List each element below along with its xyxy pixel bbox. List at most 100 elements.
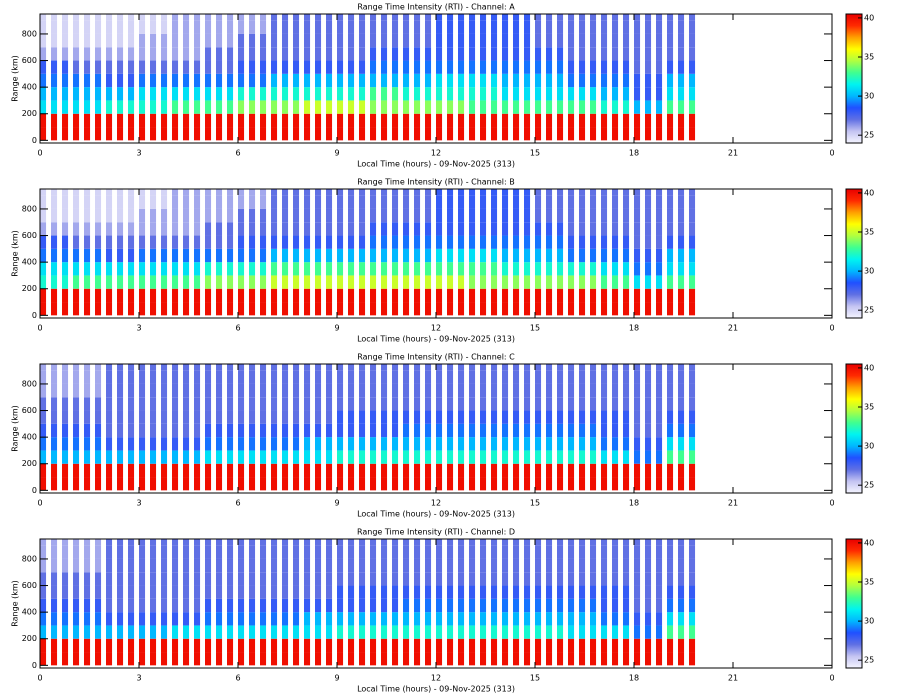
heatmap-cell bbox=[205, 572, 212, 586]
heatmap-cell bbox=[139, 113, 146, 128]
heatmap-cell bbox=[271, 235, 278, 249]
heatmap-cell bbox=[502, 262, 509, 276]
heatmap-cell bbox=[326, 364, 333, 371]
heatmap-cell bbox=[414, 60, 421, 74]
heatmap-cell bbox=[436, 127, 443, 141]
heatmap-cell bbox=[667, 100, 674, 114]
heatmap-cell bbox=[557, 410, 564, 424]
heatmap-cell bbox=[227, 189, 234, 196]
heatmap-cell bbox=[315, 33, 322, 48]
heatmap-cell bbox=[139, 208, 146, 223]
x-tick-label: 6 bbox=[235, 149, 240, 158]
heatmap-cell bbox=[425, 60, 432, 74]
heatmap-cell bbox=[425, 262, 432, 276]
heatmap-cell bbox=[128, 248, 135, 263]
heatmap-cell bbox=[282, 638, 289, 653]
heatmap-cell bbox=[150, 383, 157, 398]
heatmap-cell bbox=[689, 423, 696, 438]
heatmap-cell bbox=[601, 262, 608, 276]
heatmap-cell bbox=[315, 545, 322, 559]
heatmap-cell bbox=[568, 195, 575, 209]
heatmap-cell bbox=[447, 235, 454, 249]
heatmap-cell bbox=[491, 364, 498, 371]
heatmap-cell bbox=[436, 222, 443, 236]
heatmap-cell bbox=[678, 208, 685, 223]
heatmap-cell bbox=[524, 275, 531, 289]
heatmap-cell bbox=[381, 14, 388, 21]
heatmap-cell bbox=[282, 208, 289, 223]
heatmap-cell bbox=[491, 208, 498, 223]
heatmap-cell bbox=[139, 87, 146, 101]
heatmap-cell bbox=[612, 397, 619, 411]
heatmap-cell bbox=[315, 47, 322, 61]
heatmap-cell bbox=[260, 477, 267, 491]
heatmap-cell bbox=[337, 370, 344, 384]
heatmap-cell bbox=[348, 288, 355, 303]
heatmap-cell bbox=[568, 625, 575, 639]
heatmap-cell bbox=[150, 113, 157, 128]
heatmap-cell bbox=[425, 235, 432, 249]
heatmap-cell bbox=[667, 638, 674, 653]
heatmap-cell bbox=[524, 558, 531, 573]
heatmap-cell bbox=[106, 598, 113, 613]
heatmap-cell bbox=[381, 477, 388, 491]
heatmap-cell bbox=[623, 73, 630, 88]
heatmap-cell bbox=[227, 539, 234, 546]
heatmap-cell bbox=[447, 370, 454, 384]
heatmap-cell bbox=[271, 558, 278, 573]
heatmap-cell bbox=[337, 127, 344, 141]
heatmap-cell bbox=[612, 60, 619, 74]
heatmap-cell bbox=[568, 450, 575, 464]
heatmap-cell bbox=[359, 625, 366, 639]
heatmap-cell bbox=[579, 100, 586, 114]
heatmap-cell bbox=[425, 539, 432, 546]
heatmap-cell bbox=[689, 638, 696, 653]
heatmap-cell bbox=[282, 652, 289, 666]
heatmap-cell bbox=[381, 612, 388, 626]
heatmap-cell bbox=[315, 558, 322, 573]
heatmap-cell bbox=[62, 410, 69, 424]
heatmap-cell bbox=[227, 545, 234, 559]
heatmap-cell bbox=[62, 423, 69, 438]
heatmap-cell bbox=[183, 410, 190, 424]
heatmap-cell bbox=[381, 625, 388, 639]
heatmap-cell bbox=[348, 477, 355, 491]
heatmap-cell bbox=[139, 450, 146, 464]
heatmap-cell bbox=[194, 235, 201, 249]
y-axis-label: Range (km) bbox=[11, 230, 20, 277]
heatmap-cell bbox=[293, 539, 300, 546]
heatmap-cell bbox=[150, 222, 157, 236]
heatmap-cell bbox=[183, 423, 190, 438]
heatmap-cell bbox=[546, 302, 553, 316]
heatmap-cell bbox=[436, 47, 443, 61]
heatmap-cell bbox=[194, 208, 201, 223]
heatmap-cell bbox=[414, 33, 421, 48]
heatmap-cell bbox=[678, 572, 685, 586]
heatmap-cell bbox=[436, 370, 443, 384]
heatmap-cell bbox=[458, 450, 465, 464]
heatmap-cell bbox=[51, 598, 58, 613]
heatmap-cell bbox=[667, 127, 674, 141]
heatmap-cell bbox=[216, 545, 223, 559]
heatmap-cell bbox=[62, 598, 69, 613]
heatmap-cell bbox=[84, 288, 91, 303]
heatmap-cell bbox=[183, 288, 190, 303]
heatmap-cell bbox=[524, 437, 531, 451]
heatmap-cell bbox=[106, 113, 113, 128]
heatmap-cell bbox=[535, 235, 542, 249]
heatmap-cell bbox=[315, 14, 322, 21]
heatmap-cell bbox=[381, 545, 388, 559]
heatmap-cell bbox=[447, 189, 454, 196]
heatmap-cell bbox=[84, 612, 91, 626]
heatmap-cell bbox=[645, 60, 652, 74]
heatmap-cell bbox=[62, 302, 69, 316]
heatmap-cell bbox=[392, 87, 399, 101]
heatmap-cell bbox=[304, 598, 311, 613]
heatmap-cell bbox=[359, 652, 366, 666]
heatmap-cell bbox=[458, 222, 465, 236]
heatmap-cell bbox=[557, 625, 564, 639]
heatmap-cell bbox=[689, 20, 696, 34]
heatmap-cell bbox=[128, 625, 135, 639]
heatmap-cell bbox=[634, 87, 641, 101]
heatmap-cell bbox=[106, 248, 113, 263]
